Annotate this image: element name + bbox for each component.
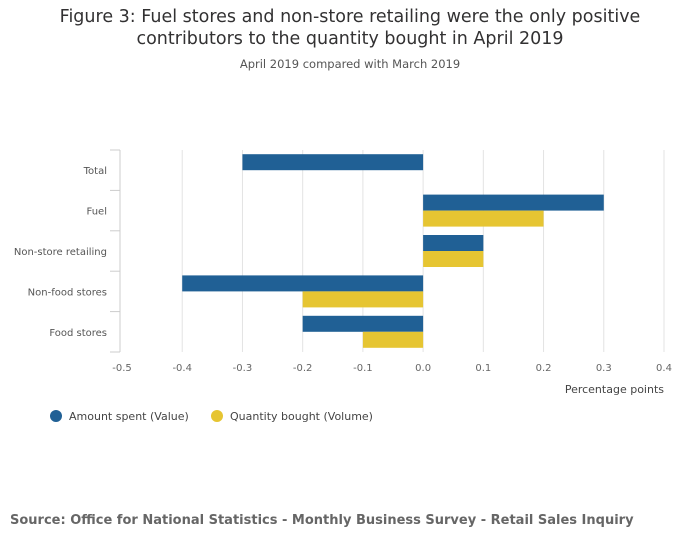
chart-title: Figure 3: Fuel stores and non-store reta… [0,6,700,50]
x-tick-label: -0.1 [353,363,373,374]
x-tick-label: -0.2 [293,363,313,374]
legend-marker[interactable] [211,410,223,422]
category-label: Food stores [49,328,107,339]
legend-label[interactable]: Quantity bought (Volume) [230,410,373,423]
category-label: Non-store retailing [14,247,107,258]
chart-title-line-2: contributors to the quantity bought in A… [136,29,564,49]
bar-value[interactable] [302,315,424,332]
legend-label[interactable]: Amount spent (Value) [69,410,189,423]
x-tick-label: 0.3 [596,363,612,374]
x-tick-label: -0.3 [233,363,253,374]
source-note: Source: Office for National Statistics -… [10,513,634,528]
category-label: Fuel [87,207,107,218]
bar-volume[interactable] [423,251,484,267]
gridlines [181,150,665,352]
bars [182,154,604,348]
bar-volume[interactable] [423,210,544,227]
chart-subtitle: April 2019 compared with March 2019 [239,57,461,71]
x-tick-label: 0.1 [475,363,491,374]
y-axis: Total Fuel Non-store retailing Non-food sto… [14,149,121,353]
legend[interactable]: Amount spent (Value) Quantity bought (Vol… [50,410,373,423]
x-tick-label: -0.4 [172,363,192,374]
x-axis: -0.5 -0.4 -0.3 -0.2 -0.1 0.0 0.1 0.2 0.3 0.4 Perce… [112,363,672,396]
legend-marker[interactable] [50,410,62,422]
category-label: Non-food stores [28,287,107,298]
x-tick-label: 0.4 [656,363,672,374]
x-tick-label: -0.5 [112,363,132,374]
bar-value[interactable] [423,194,604,211]
bar-value[interactable] [423,235,484,251]
x-tick-label: 0.2 [536,363,552,374]
x-axis-title: Percentage points [565,383,664,396]
bar-volume[interactable] [302,291,424,308]
bar-volume[interactable] [362,331,424,348]
category-label: Total [83,166,107,177]
bar-chart: Total Fuel Non-store retailing Non-food sto… [14,149,672,423]
chart-title-line-1: Figure 3: Fuel stores and non-store reta… [59,7,641,27]
bar-value[interactable] [242,154,424,171]
bar-value[interactable] [182,275,424,292]
x-tick-label: 0.0 [415,363,431,374]
